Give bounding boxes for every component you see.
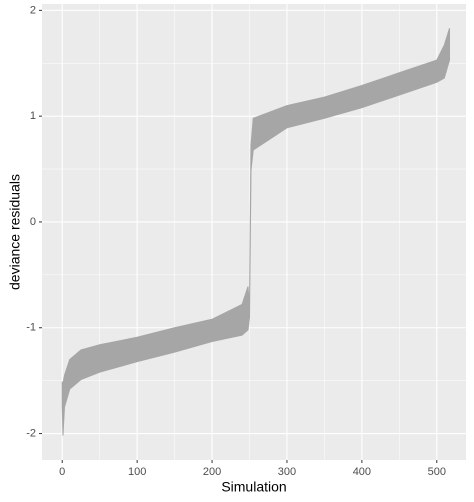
y-tick-label: -2	[26, 427, 36, 439]
x-tick-label: 400	[353, 466, 371, 478]
x-tick-label: 200	[203, 466, 221, 478]
x-axis-title: Simulation	[221, 479, 286, 495]
ribbon	[61, 28, 451, 436]
y-tick-label: -1	[26, 322, 36, 334]
y-tick-label: 1	[30, 110, 36, 122]
y-tick-label: 0	[30, 216, 36, 228]
x-tick-label: 100	[128, 466, 146, 478]
x-tick-label: 500	[428, 466, 446, 478]
y-axis-title: deviance residuals	[7, 174, 23, 290]
x-tick-label: 0	[59, 466, 65, 478]
x-tick-label: 300	[278, 466, 296, 478]
y-tick-label: 2	[30, 4, 36, 16]
